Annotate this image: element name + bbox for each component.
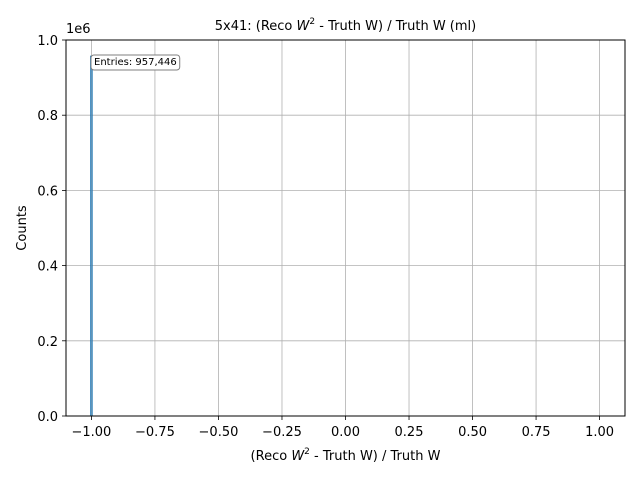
x-tick-label: 0.50 (458, 425, 487, 440)
x-axis-ticks: −1.00 −0.75 −0.50 −0.25 0.00 0.25 0.50 0.75 1.00 (71, 416, 614, 440)
annotation-text: Entries: 957,446 (94, 57, 177, 68)
x-axis-label: (Reco W2 - Truth W) / Truth W (251, 447, 441, 464)
histogram-bar (90, 55, 93, 417)
grid (66, 39, 625, 417)
histogram-bars (90, 55, 93, 417)
y-tick-label: 0.4 (37, 260, 58, 275)
chart-title: 5x41: (Reco W2 - Truth W) / Truth W (ml) (215, 17, 476, 34)
annotation-box (90, 54, 181, 71)
x-tick-label: 1.00 (585, 425, 614, 440)
y-axis-ticks: 0.0 0.2 0.4 0.6 0.8 1.0 (37, 34, 66, 425)
x-tick-label: 0.75 (522, 425, 551, 440)
y-offset-text: 1e6 (66, 22, 91, 37)
x-tick-label: 0.25 (395, 425, 424, 440)
y-tick-label: 0.2 (37, 335, 58, 350)
x-tick-label: −1.00 (71, 425, 111, 440)
y-tick-label: 0.8 (37, 109, 58, 124)
entries-annotation: Entries: 957,446 (90, 54, 181, 71)
x-tick-label: −0.75 (135, 425, 175, 440)
y-tick-label: 1.0 (37, 34, 58, 49)
y-axis-label: Counts (15, 205, 30, 251)
y-tick-label: 0.0 (37, 410, 58, 425)
x-tick-label: 0.00 (331, 425, 360, 440)
x-tick-label: −0.25 (262, 425, 302, 440)
y-tick-label: 0.6 (37, 184, 58, 199)
x-tick-label: −0.50 (199, 425, 239, 440)
